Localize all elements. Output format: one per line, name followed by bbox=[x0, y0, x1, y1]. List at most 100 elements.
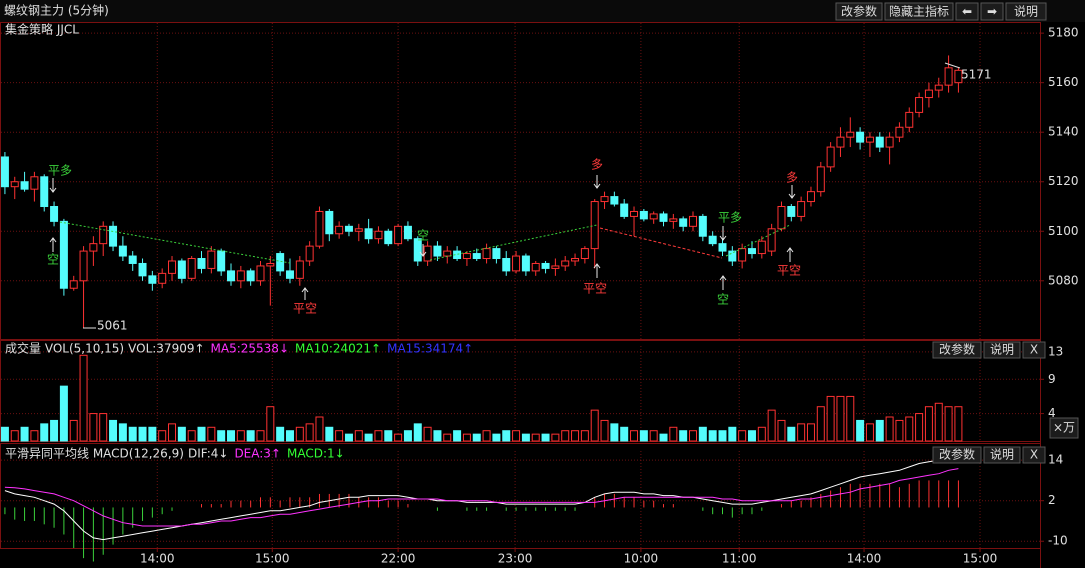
button-label[interactable]: 改参数 bbox=[939, 447, 975, 462]
volume-bar bbox=[885, 416, 894, 442]
button-label[interactable]: X bbox=[1030, 343, 1038, 357]
volume-bar bbox=[797, 423, 806, 442]
button[interactable]: X bbox=[1022, 341, 1046, 359]
candle-body bbox=[325, 210, 334, 235]
button-label[interactable]: 说明 bbox=[1014, 4, 1038, 19]
volume-bar bbox=[521, 433, 530, 442]
button[interactable]: ⬅ bbox=[955, 2, 979, 21]
button-label[interactable]: 改参数 bbox=[841, 4, 877, 19]
candle-body bbox=[610, 196, 619, 205]
x-tick-label: 15:00 bbox=[255, 552, 290, 566]
button-label[interactable]: ⬅ bbox=[962, 5, 972, 19]
button[interactable]: ➡ bbox=[980, 2, 1004, 21]
candle-body bbox=[285, 270, 294, 279]
candle-body bbox=[69, 280, 78, 289]
volume-bar bbox=[757, 426, 766, 442]
volume-bar bbox=[246, 430, 255, 442]
volume-bar bbox=[20, 426, 29, 442]
candle-body bbox=[885, 136, 894, 148]
volume-bar bbox=[99, 413, 108, 442]
volume-bar bbox=[777, 419, 786, 442]
x-tick-label: 14:00 bbox=[140, 552, 175, 566]
volume-bar bbox=[325, 426, 334, 442]
volume-bar bbox=[915, 413, 924, 442]
price-panel bbox=[0, 22, 1041, 340]
volume-bar bbox=[295, 426, 304, 442]
candle-body bbox=[816, 166, 825, 193]
volume-bar bbox=[865, 423, 874, 442]
volume-bar bbox=[571, 430, 580, 442]
button[interactable]: 改参数 bbox=[932, 446, 982, 464]
button-label[interactable]: 隐藏主指标 bbox=[889, 4, 949, 19]
candle-body bbox=[187, 258, 196, 279]
candle-body bbox=[472, 253, 481, 260]
button[interactable]: 改参数 bbox=[835, 2, 883, 21]
candle-body bbox=[924, 89, 933, 99]
button-label[interactable]: 改参数 bbox=[939, 342, 975, 357]
volume-bar bbox=[128, 426, 137, 442]
volume-bar bbox=[266, 406, 275, 442]
candle-body bbox=[531, 262, 540, 272]
button[interactable]: 说明 bbox=[983, 446, 1021, 464]
volume-bar bbox=[767, 409, 776, 442]
button[interactable]: 说明 bbox=[983, 341, 1021, 359]
button-label[interactable]: X bbox=[1030, 448, 1038, 462]
signal-label: 平空 bbox=[583, 282, 607, 296]
volume-bar bbox=[590, 409, 599, 442]
volume-bar bbox=[905, 416, 914, 442]
button[interactable]: 说明 bbox=[1005, 2, 1047, 21]
candle-body bbox=[305, 245, 314, 262]
candle-body bbox=[934, 84, 943, 91]
candle-body bbox=[718, 243, 727, 252]
panel-title: 平滑异同平均线 MACD(12,26,9) bbox=[5, 447, 184, 461]
volume-bar bbox=[954, 406, 963, 442]
candle-body bbox=[138, 262, 147, 277]
volume-bar bbox=[718, 430, 727, 442]
candle-body bbox=[20, 181, 29, 190]
candle-body bbox=[423, 245, 432, 262]
candle-body bbox=[512, 255, 521, 272]
volume-bar bbox=[728, 426, 737, 442]
indicator: MA5:25538↓ bbox=[211, 342, 289, 356]
title-bar bbox=[0, 0, 1085, 22]
volume-bar bbox=[207, 426, 216, 442]
button[interactable]: 隐藏主指标 bbox=[884, 2, 954, 21]
button[interactable]: 改参数 bbox=[932, 341, 982, 359]
button-label[interactable]: ➡ bbox=[987, 5, 997, 19]
y-tick-label: 5140 bbox=[1048, 125, 1079, 139]
volume-bar bbox=[315, 416, 324, 442]
volume-bar bbox=[689, 430, 698, 442]
volume-bar bbox=[482, 430, 491, 442]
button-label[interactable]: 说明 bbox=[990, 447, 1014, 462]
candle-body bbox=[669, 218, 678, 222]
candle-body bbox=[482, 248, 491, 260]
volume-bar bbox=[856, 419, 865, 442]
candle-body bbox=[128, 255, 137, 264]
volume-bar bbox=[79, 354, 88, 442]
volume-bar bbox=[639, 430, 648, 442]
button[interactable]: X bbox=[1022, 446, 1046, 464]
candle-body bbox=[374, 230, 383, 240]
signal-label: 空 bbox=[417, 229, 429, 243]
volume-bar bbox=[69, 419, 78, 442]
y-tick-label: 2 bbox=[1048, 493, 1056, 507]
candle-body bbox=[875, 136, 884, 148]
candle-body bbox=[177, 260, 186, 279]
volume-bar bbox=[826, 395, 835, 442]
x-tick-label: 15:00 bbox=[963, 552, 998, 566]
candle-body bbox=[561, 260, 570, 267]
candle-body bbox=[905, 111, 914, 128]
volume-bar bbox=[561, 430, 570, 442]
candle-body bbox=[433, 245, 442, 257]
volume-bar bbox=[443, 433, 452, 442]
volume-bar bbox=[138, 426, 147, 442]
candle-body bbox=[236, 270, 245, 282]
panel-title: 集金策略 JJCL bbox=[5, 22, 79, 37]
button-label[interactable]: 说明 bbox=[990, 342, 1014, 357]
volume-bar bbox=[620, 426, 629, 442]
volume-bar bbox=[236, 430, 245, 442]
candle-body bbox=[806, 191, 815, 203]
low-label: 5061 bbox=[97, 319, 128, 333]
signal-label: 多 bbox=[786, 171, 798, 185]
candle-body bbox=[443, 250, 452, 257]
